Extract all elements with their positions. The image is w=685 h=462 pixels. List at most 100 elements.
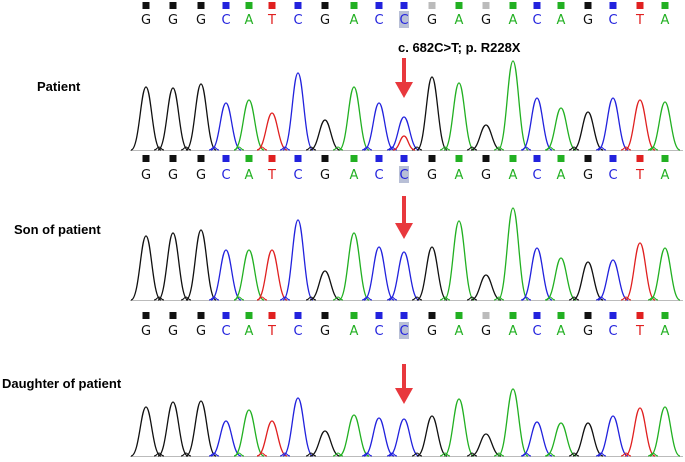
trace-peak xyxy=(416,76,448,151)
base-letter: A xyxy=(661,168,670,183)
quality-square xyxy=(222,312,230,319)
base-letter: A xyxy=(557,324,566,339)
trace-noise xyxy=(411,452,423,457)
trace-peak xyxy=(210,420,242,457)
quality-square xyxy=(268,312,276,319)
base-letter: C xyxy=(374,168,383,183)
trace-peak xyxy=(597,259,629,301)
quality-square xyxy=(294,155,302,162)
base-letter: C xyxy=(293,168,302,183)
quality-square xyxy=(455,312,463,319)
quality-square xyxy=(584,155,592,162)
trace-peak xyxy=(282,72,314,151)
base-letter: G xyxy=(168,13,178,28)
quality-square xyxy=(428,2,436,9)
trace-peak xyxy=(233,409,265,457)
trace-peak xyxy=(338,86,370,151)
base-letter: A xyxy=(455,13,464,28)
quality-square xyxy=(609,2,617,9)
trace-peak xyxy=(233,249,265,301)
quality-square xyxy=(509,312,517,319)
base-letter: A xyxy=(661,324,670,339)
base-letter: T xyxy=(635,324,644,339)
quality-square xyxy=(533,2,541,9)
panel-label-son: Son of patient xyxy=(14,222,101,237)
base-letter: T xyxy=(267,13,276,28)
trace-noise xyxy=(305,452,317,457)
quality-square xyxy=(636,155,644,162)
quality-square xyxy=(428,312,436,319)
trace-peak xyxy=(157,232,189,301)
trace-peak xyxy=(210,249,242,301)
quality-square xyxy=(584,312,592,319)
trace-peak xyxy=(130,86,162,151)
quality-square xyxy=(482,312,490,319)
trace-peak xyxy=(157,87,189,151)
trace-noise xyxy=(439,296,451,301)
trace-peak xyxy=(416,415,448,457)
trace-peak xyxy=(545,107,577,151)
mutation-arrow-head xyxy=(395,223,413,239)
quality-square xyxy=(533,312,541,319)
trace-peak xyxy=(338,414,370,457)
quality-square xyxy=(245,312,253,319)
trace-noise xyxy=(180,146,192,151)
quality-square xyxy=(294,2,302,9)
highlight-box xyxy=(399,322,409,339)
trace-peak xyxy=(470,433,502,457)
trace-noise xyxy=(493,296,505,301)
base-letter: A xyxy=(455,324,464,339)
quality-square xyxy=(609,312,617,319)
base-letter: A xyxy=(661,13,670,28)
quality-square xyxy=(321,312,329,319)
trace-noise xyxy=(466,452,478,457)
trace-peak xyxy=(521,421,553,457)
base-letter: C xyxy=(532,324,541,339)
trace-peak xyxy=(597,97,629,151)
base-letter: G xyxy=(320,324,330,339)
base-letter: A xyxy=(509,168,518,183)
trace-noise xyxy=(568,296,580,301)
highlight-box xyxy=(399,166,409,183)
trace-noise xyxy=(466,146,478,151)
trace-peak xyxy=(309,119,341,151)
trace-noise xyxy=(466,296,478,301)
trace-noise xyxy=(180,296,192,301)
trace-noise xyxy=(620,146,632,151)
quality-square xyxy=(609,155,617,162)
base-letter: G xyxy=(196,13,206,28)
trace-peak xyxy=(470,124,502,151)
quality-square xyxy=(400,2,408,9)
trace-peak xyxy=(363,102,395,151)
base-letter: T xyxy=(267,168,276,183)
trace-peak xyxy=(185,229,217,301)
base-letter: A xyxy=(245,324,254,339)
base-letter: G xyxy=(196,168,206,183)
quality-square xyxy=(197,312,205,319)
quality-square xyxy=(533,155,541,162)
trace-peak xyxy=(388,418,420,457)
trace-peak xyxy=(497,207,529,301)
trace-noise xyxy=(620,296,632,301)
trace-noise xyxy=(493,146,505,151)
trace-peak xyxy=(185,400,217,457)
quality-square xyxy=(661,312,669,319)
base-letter: A xyxy=(557,168,566,183)
quality-square xyxy=(400,155,408,162)
trace-peak xyxy=(309,270,341,301)
base-letter: C xyxy=(221,13,230,28)
quality-square xyxy=(321,155,329,162)
panel-label-patient: Patient xyxy=(37,79,81,94)
quality-square xyxy=(428,155,436,162)
base-letter: C xyxy=(374,13,383,28)
quality-square xyxy=(197,155,205,162)
quality-square xyxy=(636,312,644,319)
quality-square xyxy=(557,312,565,319)
base-letter: T xyxy=(635,13,644,28)
base-letter: A xyxy=(245,168,254,183)
base-letter: G xyxy=(481,13,491,28)
